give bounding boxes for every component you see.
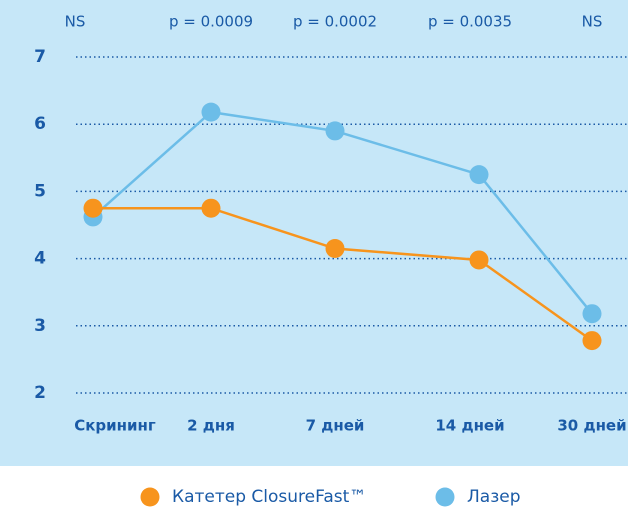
y-tick-label: 4 [34, 249, 46, 269]
annotation: p = 0.0035 [428, 13, 512, 31]
data-point [83, 198, 103, 218]
data-point [325, 121, 345, 141]
plot-background [0, 0, 628, 466]
x-tick-label: 14 дней [435, 417, 504, 435]
data-point [325, 239, 345, 259]
data-point [201, 102, 221, 122]
annotation: NS [582, 13, 603, 31]
legend-label: Лазер [467, 487, 521, 507]
data-point [201, 198, 221, 218]
y-tick-label: 5 [34, 181, 46, 201]
y-tick-label: 2 [34, 383, 46, 403]
x-tick-label: Скрининг [74, 417, 156, 435]
y-tick-label: 3 [34, 316, 46, 336]
legend-swatch [140, 487, 160, 507]
y-tick-label: 6 [34, 114, 46, 134]
x-tick-label: 30 дней [557, 417, 626, 435]
annotation: p = 0.0002 [293, 13, 377, 31]
legend-swatch [435, 487, 455, 507]
y-tick-label: 7 [34, 47, 46, 67]
data-point [469, 165, 489, 185]
legend-label: Катетер ClosureFast™ [172, 487, 366, 507]
data-point [582, 304, 602, 324]
data-point [469, 250, 489, 270]
x-tick-label: 7 дней [306, 417, 365, 435]
data-point [582, 331, 602, 351]
annotation: NS [65, 13, 86, 31]
x-tick-label: 2 дня [187, 417, 235, 435]
annotation: p = 0.0009 [169, 13, 253, 31]
